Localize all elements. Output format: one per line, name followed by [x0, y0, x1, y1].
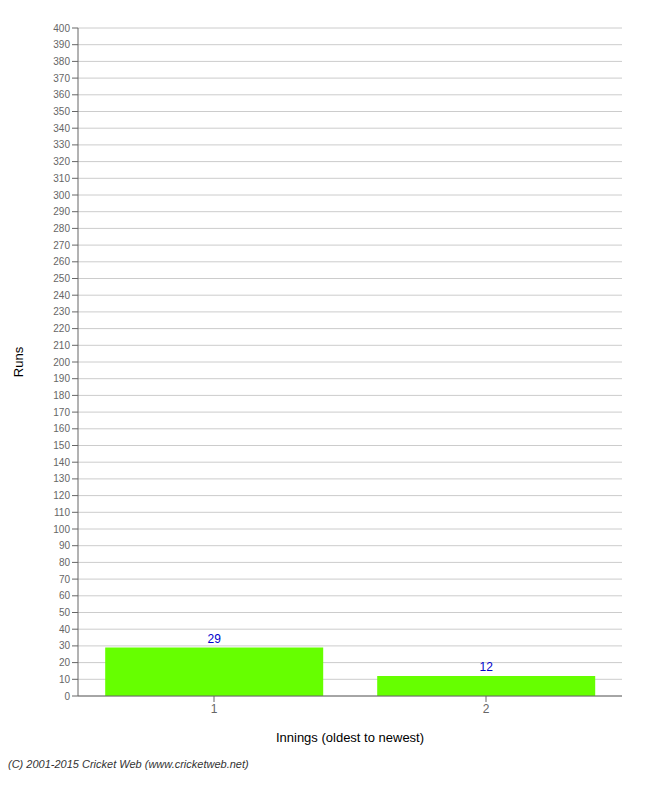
svg-text:10: 10 [59, 674, 71, 685]
svg-text:20: 20 [59, 657, 71, 668]
svg-text:170: 170 [53, 407, 70, 418]
svg-text:280: 280 [53, 223, 70, 234]
svg-text:50: 50 [59, 607, 71, 618]
svg-text:1: 1 [211, 702, 218, 716]
svg-text:12: 12 [480, 660, 494, 674]
svg-text:200: 200 [53, 357, 70, 368]
svg-text:160: 160 [53, 423, 70, 434]
svg-text:350: 350 [53, 106, 70, 117]
svg-text:80: 80 [59, 557, 71, 568]
svg-text:0: 0 [64, 691, 70, 702]
svg-text:30: 30 [59, 640, 71, 651]
svg-text:330: 330 [53, 139, 70, 150]
svg-text:140: 140 [53, 457, 70, 468]
svg-text:190: 190 [53, 373, 70, 384]
html-text:(C) 2001-2015 Cricket Web (www: (C) 2001-2015 Cricket Web (www.cricketwe… [8, 758, 249, 770]
svg-text:380: 380 [53, 56, 70, 67]
svg-text:290: 290 [53, 206, 70, 217]
svg-text:Runs: Runs [11, 346, 26, 377]
svg-text:210: 210 [53, 340, 70, 351]
svg-text:130: 130 [53, 473, 70, 484]
svg-text:40: 40 [59, 624, 71, 635]
svg-text:120: 120 [53, 490, 70, 501]
svg-text:340: 340 [53, 123, 70, 134]
svg-text:29: 29 [208, 632, 222, 646]
svg-text:70: 70 [59, 574, 71, 585]
svg-text:250: 250 [53, 273, 70, 284]
svg-text:150: 150 [53, 440, 70, 451]
svg-text:90: 90 [59, 540, 71, 551]
svg-text:60: 60 [59, 590, 71, 601]
svg-text:Innings (oldest to newest): Innings (oldest to newest) [276, 730, 424, 745]
svg-text:400: 400 [53, 23, 70, 34]
svg-text:240: 240 [53, 290, 70, 301]
svg-text:370: 370 [53, 73, 70, 84]
svg-text:100: 100 [53, 524, 70, 535]
svg-text:260: 260 [53, 256, 70, 267]
svg-text:180: 180 [53, 390, 70, 401]
svg-text:230: 230 [53, 306, 70, 317]
svg-text:2: 2 [483, 702, 490, 716]
svg-text:320: 320 [53, 156, 70, 167]
svg-text:110: 110 [54, 507, 70, 518]
svg-text:220: 220 [53, 323, 70, 334]
svg-text:270: 270 [53, 240, 70, 251]
svg-text:390: 390 [53, 39, 70, 50]
svg-text:300: 300 [53, 190, 70, 201]
svg-text:360: 360 [53, 89, 70, 100]
svg-text:310: 310 [53, 173, 70, 184]
